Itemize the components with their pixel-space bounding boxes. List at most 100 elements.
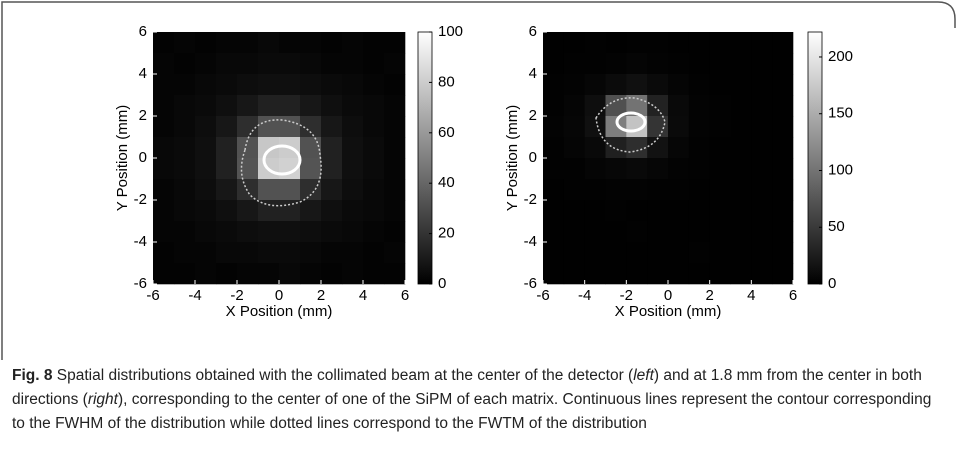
heatmap-cell xyxy=(363,95,385,117)
heatmap-cell xyxy=(709,200,731,222)
heatmap-cell xyxy=(668,263,690,285)
heatmap-cell xyxy=(363,137,385,159)
caption-text: ) and at 1.8 mm from the center in both … xyxy=(12,367,922,408)
heatmap-cell xyxy=(174,179,196,201)
heatmap-cell xyxy=(384,116,406,138)
heatmap-cell xyxy=(605,242,627,264)
heatmap-cell xyxy=(153,74,175,96)
heatmap-cell xyxy=(300,200,322,222)
heatmap-cell xyxy=(543,116,565,138)
heatmap-cell xyxy=(584,179,606,201)
heatmap-cell xyxy=(751,200,773,222)
heatmap-cell xyxy=(563,200,585,222)
heatmap-cell xyxy=(647,158,669,180)
heatmap-cell xyxy=(342,242,364,264)
heatmap-cell xyxy=(730,200,752,222)
heatmap-cell xyxy=(258,32,280,54)
heatmap-cell xyxy=(626,221,648,243)
heatmap-cell xyxy=(279,74,301,96)
heatmap-cell xyxy=(363,32,385,54)
heatmap-cell xyxy=(195,263,217,285)
heatmap-cell xyxy=(668,200,690,222)
heatmap-cell xyxy=(668,95,690,117)
heatmap-cell xyxy=(195,137,217,159)
heatmap-cell xyxy=(321,137,343,159)
heatmap-cell xyxy=(584,263,606,285)
heatmap-cell xyxy=(584,95,606,117)
heatmap-cell xyxy=(772,200,794,222)
heatmap-cell xyxy=(688,74,710,96)
heatmap-cell xyxy=(668,158,690,180)
heatmap-cell xyxy=(709,242,731,264)
heatmap-cell xyxy=(605,32,627,54)
y-tick-label: 4 xyxy=(139,65,147,82)
fwhm-contour xyxy=(262,144,302,176)
heatmap-cell xyxy=(363,53,385,75)
heatmap-cell xyxy=(543,137,565,159)
heatmap-cell xyxy=(342,137,364,159)
heatmap-cell xyxy=(772,158,794,180)
x-tick-label: 0 xyxy=(664,287,672,304)
heatmap-cell xyxy=(647,32,669,54)
heatmap-cell xyxy=(751,116,773,138)
heatmap-cell xyxy=(258,74,280,96)
heatmap-cell xyxy=(751,53,773,75)
heatmap-cell xyxy=(668,116,690,138)
heatmap-cell xyxy=(668,179,690,201)
heatmap-cell xyxy=(563,53,585,75)
heatmap-cell xyxy=(237,242,259,264)
heatmap-cell xyxy=(237,158,259,180)
y-tick-label: -6 xyxy=(524,275,537,292)
heatmap-cell xyxy=(321,53,343,75)
heatmap-cell xyxy=(363,158,385,180)
heatmap-cell xyxy=(321,179,343,201)
fwtm-contour xyxy=(240,119,322,207)
heatmap-cell xyxy=(543,32,565,54)
heatmap-cell xyxy=(730,263,752,285)
heatmap-cell xyxy=(174,200,196,222)
heatmap-cell xyxy=(668,32,690,54)
heatmap-cell xyxy=(174,158,196,180)
heatmap-cell xyxy=(668,242,690,264)
fwtm-contour xyxy=(595,97,666,153)
heatmap-cell xyxy=(751,74,773,96)
heatmap-cell xyxy=(237,32,259,54)
heatmap-cell xyxy=(258,53,280,75)
heatmap-cell xyxy=(709,179,731,201)
heatmap-cell xyxy=(258,179,280,201)
x-tick-label: 4 xyxy=(359,287,367,304)
heatmap-cell xyxy=(216,179,238,201)
heatmap-cell xyxy=(584,32,606,54)
heatmap-cell xyxy=(174,32,196,54)
heatmap-cell xyxy=(342,200,364,222)
heatmap-cell xyxy=(772,179,794,201)
heatmap-cell xyxy=(279,116,301,138)
caption-text: right xyxy=(87,391,118,408)
heatmap-cell xyxy=(647,116,669,138)
heatmap-cell xyxy=(709,32,731,54)
heatmap-cell xyxy=(772,32,794,54)
heatmap-cell xyxy=(688,242,710,264)
heatmap-cell xyxy=(563,74,585,96)
heatmap-cell xyxy=(688,53,710,75)
heatmap-cell xyxy=(342,116,364,138)
heatmap-cell xyxy=(668,137,690,159)
heatmap-cell xyxy=(384,53,406,75)
x-tick-label: -6 xyxy=(146,287,159,304)
heatmap-cell xyxy=(153,263,175,285)
heatmap-cell xyxy=(363,116,385,138)
heatmap-cell xyxy=(730,158,752,180)
heatmap-cell xyxy=(584,116,606,138)
heatmap-cell xyxy=(384,158,406,180)
heatmap-cell xyxy=(543,242,565,264)
heatmap-cell xyxy=(363,221,385,243)
heatmap-cell xyxy=(216,74,238,96)
heatmap-cell xyxy=(216,158,238,180)
heatmap-cell xyxy=(321,263,343,285)
colorbar-tick-label: 60 xyxy=(438,124,455,141)
heatmap-cell xyxy=(174,53,196,75)
heatmap-cell xyxy=(751,242,773,264)
heatmap-cell xyxy=(384,137,406,159)
heatmap-cell xyxy=(563,32,585,54)
heatmap-cell xyxy=(626,137,648,159)
